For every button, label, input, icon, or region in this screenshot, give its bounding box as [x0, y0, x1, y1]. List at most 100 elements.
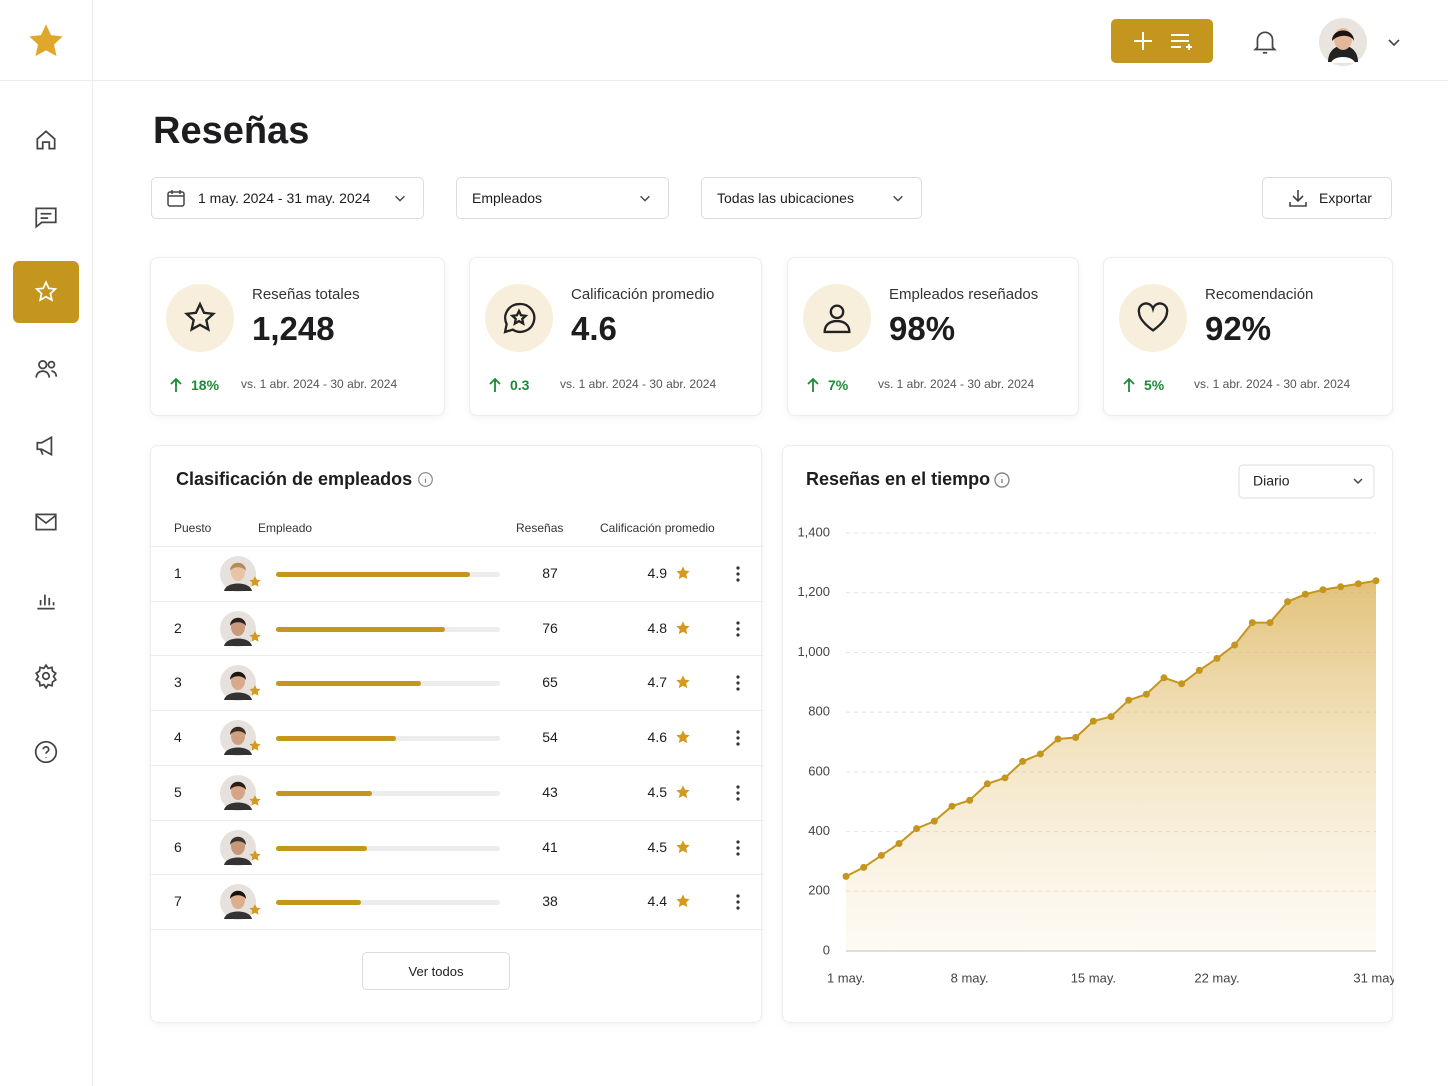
point	[1178, 680, 1186, 688]
row-menu[interactable]	[731, 673, 745, 696]
user-menu[interactable]	[1386, 34, 1402, 50]
rank: 4	[174, 729, 182, 746]
kpi-label: Reseñas totales	[252, 286, 360, 303]
chevron	[1353, 478, 1363, 485]
star	[676, 730, 690, 744]
nav-campaigns[interactable]	[33, 433, 59, 459]
reviews-bar	[276, 790, 372, 796]
kpi-label: Calificación promedio	[571, 286, 715, 303]
point	[1107, 713, 1115, 721]
nav-messages[interactable]	[33, 204, 59, 230]
row-menu[interactable]	[731, 838, 745, 861]
chart: Reseñas en el tiempo Diario 0 200 400 600 80…	[797, 464, 1394, 985]
nav-home[interactable]	[33, 127, 59, 153]
kebab	[736, 621, 740, 637]
star	[676, 894, 690, 908]
row-menu[interactable]	[731, 564, 745, 587]
point	[1248, 619, 1256, 627]
kpi-value: 98%	[889, 310, 956, 347]
row-menu[interactable]	[731, 783, 745, 806]
up-arrow	[170, 377, 182, 392]
avatar	[220, 720, 261, 757]
create-button[interactable]	[1111, 19, 1213, 63]
point	[948, 802, 956, 810]
point	[895, 840, 903, 848]
kpi-card: Recomendación 92% 5% vs. 1 abr. 2024 - 30 a…	[1103, 257, 1393, 416]
star	[676, 621, 690, 634]
x-tick-label: 31 may.	[1353, 970, 1394, 985]
nav-team[interactable]	[33, 356, 59, 382]
logo[interactable]	[26, 21, 66, 61]
point	[842, 872, 850, 880]
rating-star	[675, 565, 691, 584]
point	[966, 796, 974, 804]
table-row: 2 76 4.8	[151, 600, 763, 656]
page-title: Reseñas	[153, 110, 310, 152]
employees-filter[interactable]: Empleados	[456, 177, 669, 219]
y-tick-label: 1,000	[797, 644, 830, 659]
row-menu[interactable]	[731, 892, 745, 915]
sidebar	[0, 0, 93, 1086]
employee-avatar	[219, 719, 265, 762]
kpi-compare: vs. 1 abr. 2024 - 30 abr. 2024	[1194, 377, 1351, 391]
locations-filter[interactable]: Todas las ubicaciones	[701, 177, 922, 219]
kpi-trend-arrow	[487, 377, 503, 398]
info-icon[interactable]	[994, 472, 1010, 488]
nav-mail[interactable]	[33, 509, 59, 535]
nav-settings[interactable]	[33, 663, 59, 689]
kpi-value: 92%	[1205, 310, 1272, 347]
nav-reviews[interactable]	[33, 279, 59, 305]
nav-help[interactable]	[33, 739, 59, 765]
star	[676, 839, 690, 853]
y-tick-label: 400	[808, 823, 830, 838]
y-tick-label: 0	[823, 942, 830, 957]
employee-avatar	[219, 555, 265, 598]
chart-card: Reseñas en el tiempo Diario 0 200 400 600 80…	[782, 445, 1394, 1023]
rank: 6	[174, 838, 182, 855]
row-menu[interactable]	[731, 619, 745, 642]
kpi-glyph	[184, 301, 216, 332]
up-arrow	[1123, 377, 1135, 392]
point	[1072, 734, 1080, 742]
kpi-compare: vs. 1 abr. 2024 - 30 abr. 2024	[878, 377, 1035, 391]
chevron	[893, 195, 903, 202]
kpi-change: 0.3	[510, 377, 530, 393]
reviews: 87	[542, 565, 558, 581]
kpi-icon	[166, 284, 234, 352]
rating-star	[675, 839, 691, 858]
reviews: 54	[542, 729, 558, 746]
bar-track	[276, 790, 500, 796]
view-all-button[interactable]: Ver todos	[362, 952, 510, 990]
column-header: Calificación promedio	[600, 521, 715, 535]
rank: 5	[174, 783, 182, 800]
y-tick-label: 1,200	[797, 584, 830, 599]
row-menu[interactable]	[731, 728, 745, 751]
avatar	[220, 884, 261, 921]
table-row: 1 87 4.9	[151, 546, 763, 601]
column-header: Reseñas	[516, 521, 564, 535]
avatar	[220, 774, 261, 811]
table-row: 7 38 4.4	[151, 874, 763, 929]
notifications[interactable]	[1252, 28, 1278, 56]
point	[1142, 690, 1150, 698]
y-tick-label: 600	[808, 763, 830, 778]
period-select[interactable]	[1238, 464, 1375, 499]
period-label: Diario	[1253, 473, 1290, 489]
ranking-card: Clasificación de empleados Puesto Emplea…	[150, 445, 763, 1023]
employee-avatar	[219, 883, 265, 926]
kpi-card: Empleados reseñados 98% 7% vs. 1 abr. 2024 …	[787, 257, 1079, 416]
x-tick-label: 8 may.	[951, 970, 989, 985]
employee-avatar	[219, 774, 265, 817]
kpi-icon	[1119, 284, 1187, 352]
date-filter[interactable]: 1 may. 2024 - 31 may. 2024	[151, 177, 424, 219]
kpi-compare: vs. 1 abr. 2024 - 30 abr. 2024	[241, 377, 398, 391]
x-tick-label: 15 may.	[1071, 970, 1116, 985]
reviews-bar	[276, 572, 470, 577]
view-all-label: Ver todos	[408, 963, 464, 979]
reviews: 65	[542, 674, 558, 691]
export-button[interactable]: Exportar	[1262, 177, 1392, 219]
nav-stats[interactable]	[33, 587, 59, 613]
calendar-icon	[167, 190, 185, 207]
info-icon[interactable]	[417, 471, 434, 488]
user-avatar[interactable]	[1318, 17, 1368, 67]
